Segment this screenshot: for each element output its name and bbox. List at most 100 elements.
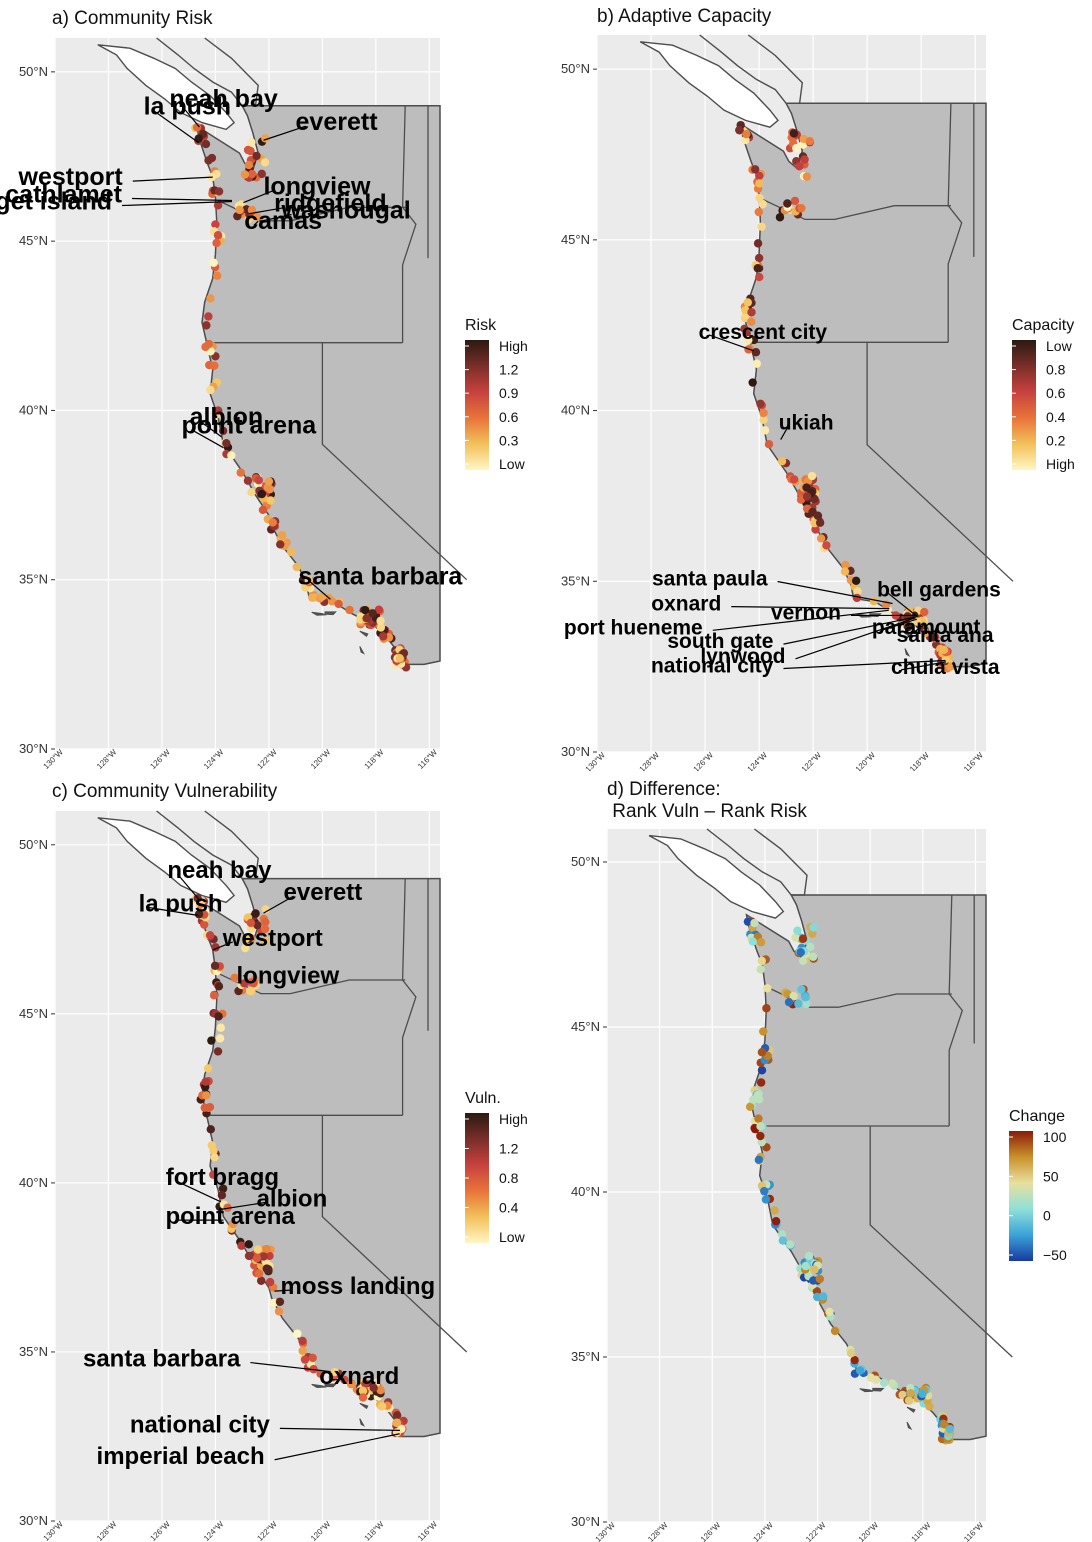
community-point bbox=[750, 918, 759, 928]
community-point bbox=[760, 426, 770, 435]
community-point bbox=[213, 201, 223, 210]
legend-tick-label: 0 bbox=[1043, 1208, 1051, 1224]
label-leader bbox=[199, 420, 222, 438]
label-leader bbox=[212, 941, 233, 951]
community-point bbox=[334, 599, 343, 609]
community-point bbox=[227, 451, 236, 460]
state-border bbox=[869, 1126, 1013, 1358]
community-point bbox=[194, 910, 204, 919]
community-point bbox=[240, 170, 250, 179]
community-point bbox=[236, 468, 245, 477]
community-point bbox=[241, 943, 250, 953]
channel-island bbox=[311, 611, 327, 616]
lat-tick-label: 40°N bbox=[561, 403, 590, 418]
community-point bbox=[804, 1251, 814, 1261]
community-point bbox=[825, 1307, 834, 1317]
city-label: ridgefield bbox=[274, 190, 387, 218]
lon-tick-label: 126°W bbox=[692, 750, 716, 771]
community-point bbox=[810, 1265, 819, 1274]
lat-tick-label: 40°N bbox=[571, 1184, 600, 1199]
community-point bbox=[362, 614, 371, 623]
community-point bbox=[822, 541, 831, 550]
community-point bbox=[246, 146, 255, 156]
community-point bbox=[756, 399, 765, 408]
lat-tick-label: 50°N bbox=[19, 64, 48, 79]
community-point bbox=[253, 1245, 263, 1254]
community-point bbox=[801, 993, 810, 1002]
community-point bbox=[392, 1411, 402, 1420]
community-point bbox=[241, 934, 251, 943]
city-label: la push bbox=[139, 890, 223, 917]
community-point bbox=[755, 171, 764, 181]
lat-tick-label: 45°N bbox=[19, 233, 48, 248]
state-border bbox=[401, 878, 417, 1116]
legend-tick-label: 0.6 bbox=[1046, 385, 1066, 401]
lat-tick-label: 30°N bbox=[561, 744, 590, 759]
legend-tick-label: 0.9 bbox=[499, 385, 519, 401]
community-point bbox=[784, 997, 794, 1007]
community-point bbox=[274, 1307, 284, 1316]
label-leader bbox=[279, 1427, 400, 1431]
city-label: south gate bbox=[667, 630, 773, 653]
panel-title: b) Adaptive Capacity bbox=[597, 6, 772, 27]
community-point bbox=[243, 476, 253, 485]
community-point bbox=[200, 1103, 209, 1112]
label-leader bbox=[131, 197, 233, 202]
community-point bbox=[215, 1034, 225, 1043]
community-point bbox=[374, 605, 384, 614]
community-point bbox=[330, 1367, 340, 1377]
city-label: camas bbox=[244, 207, 322, 235]
legend-tick-label: Low bbox=[1046, 338, 1073, 354]
community-point bbox=[254, 1269, 264, 1278]
label-leader bbox=[243, 974, 247, 980]
lon-tick-label: 128°W bbox=[646, 1520, 670, 1542]
legend-colorbar bbox=[1009, 1131, 1033, 1261]
legend-colorbar bbox=[1012, 340, 1036, 470]
community-point bbox=[747, 308, 756, 317]
community-point bbox=[345, 605, 354, 615]
community-point bbox=[209, 258, 218, 267]
lon-tick-label: 124°W bbox=[202, 1519, 226, 1542]
lon-tick-label: 120°W bbox=[854, 750, 878, 771]
label-leader bbox=[249, 207, 285, 215]
community-point bbox=[201, 342, 210, 352]
lon-tick-label: 126°W bbox=[148, 747, 172, 771]
city-label: vernon bbox=[771, 601, 841, 624]
label-leader bbox=[178, 102, 200, 128]
community-point bbox=[754, 1155, 764, 1165]
label-leader bbox=[307, 579, 331, 600]
lon-tick-label: 128°W bbox=[95, 1519, 119, 1542]
legend-tick-label: 0.4 bbox=[1046, 409, 1066, 425]
label-leader bbox=[176, 873, 200, 901]
community-point bbox=[247, 169, 257, 179]
label-leader bbox=[881, 618, 918, 631]
state-border bbox=[401, 105, 417, 343]
legend-tick-label: 1.2 bbox=[499, 362, 519, 378]
community-point bbox=[235, 205, 244, 215]
community-point bbox=[805, 137, 815, 146]
state-border bbox=[948, 894, 964, 1126]
community-point bbox=[904, 1396, 914, 1405]
channel-island bbox=[359, 1418, 366, 1427]
community-point bbox=[797, 203, 806, 213]
community-point bbox=[763, 984, 772, 993]
community-point bbox=[756, 1078, 766, 1087]
channel-island bbox=[904, 648, 911, 657]
channel-island bbox=[359, 1402, 369, 1410]
community-point bbox=[807, 471, 817, 481]
city-label: la push bbox=[144, 93, 232, 121]
community-point bbox=[851, 576, 861, 586]
vancouver-island bbox=[648, 834, 785, 919]
community-point bbox=[920, 607, 929, 617]
community-point bbox=[259, 1252, 268, 1261]
panel-a-community-risk: a) Community Risk 50°N 45°N 40°N 35°N 30°N 13… bbox=[0, 0, 546, 771]
label-leader bbox=[900, 661, 947, 671]
community-point bbox=[818, 1292, 828, 1301]
community-point bbox=[771, 1217, 781, 1226]
community-point bbox=[778, 1236, 787, 1245]
community-point bbox=[212, 238, 221, 248]
community-point bbox=[298, 1336, 307, 1346]
community-point bbox=[757, 1048, 767, 1057]
community-point bbox=[298, 1346, 307, 1355]
